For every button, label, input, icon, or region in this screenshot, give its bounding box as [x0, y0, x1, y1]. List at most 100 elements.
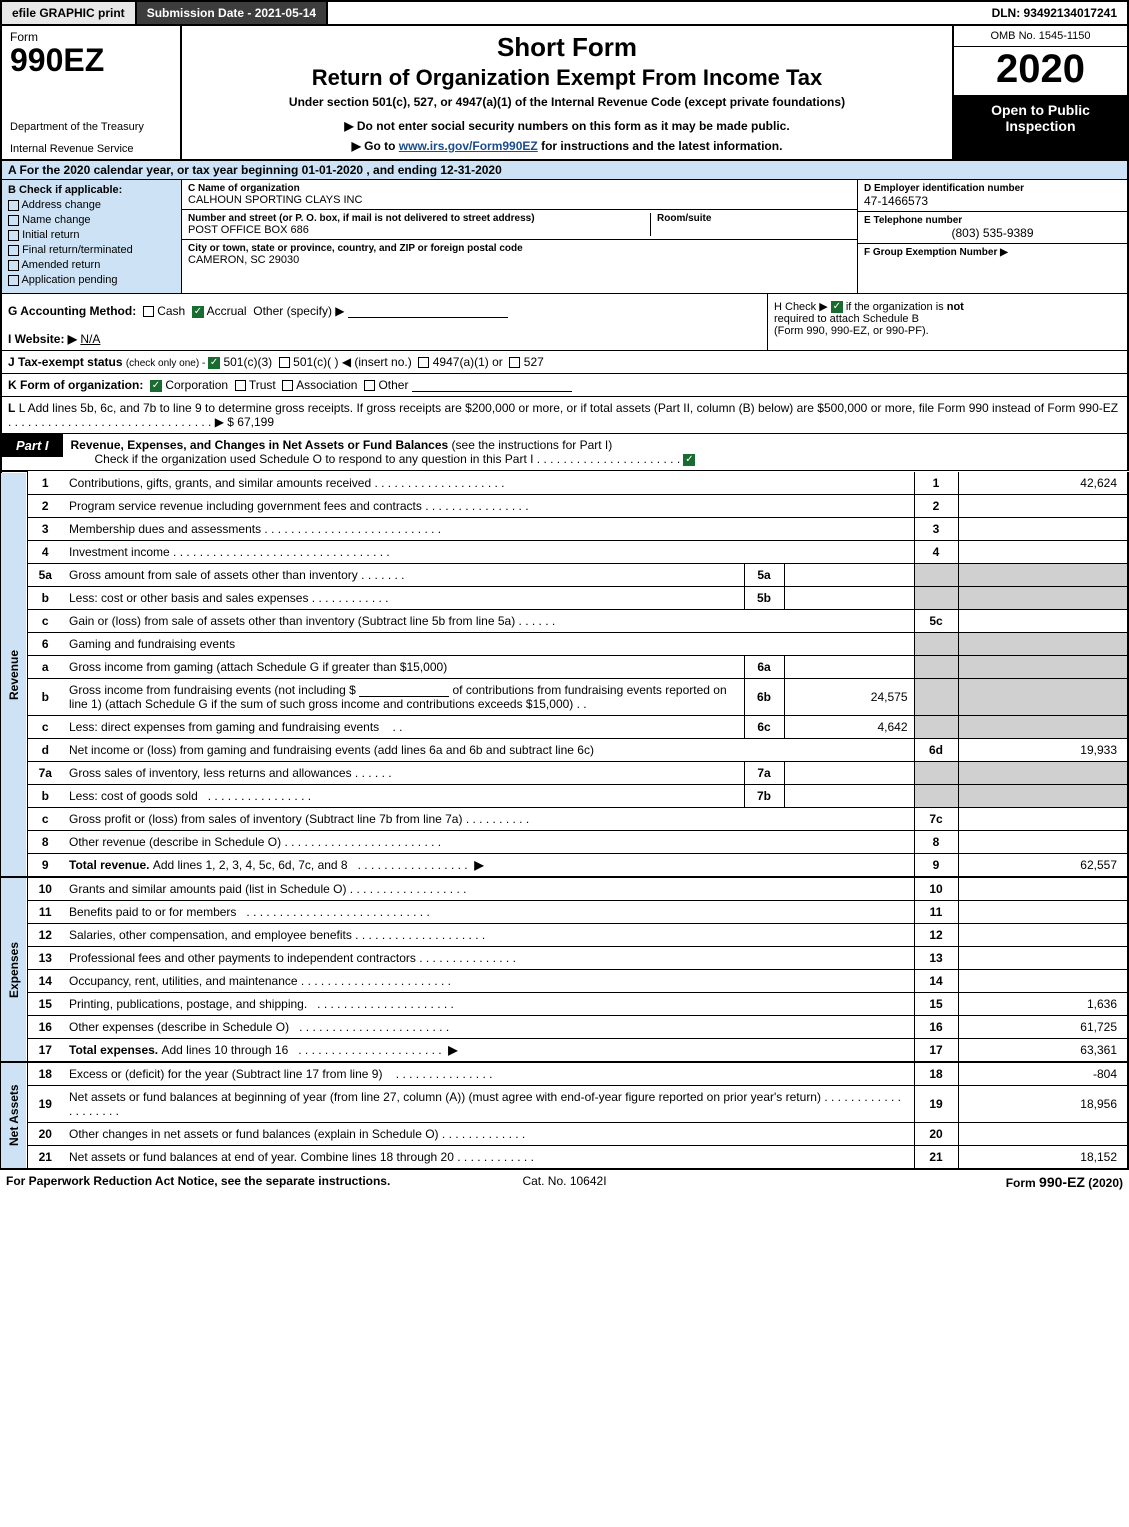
city-label: City or town, state or province, country…: [188, 243, 851, 254]
phone-value: (803) 535-9389: [864, 226, 1121, 240]
chk-501c3[interactable]: ✓: [208, 357, 220, 369]
line-10: Expenses 10 Grants and similar amounts p…: [1, 877, 1128, 901]
section-def: D Employer identification number 47-1466…: [857, 180, 1127, 293]
top-bar: efile GRAPHIC print Submission Date - 20…: [0, 0, 1129, 26]
chk-final-return[interactable]: Final return/terminated: [8, 244, 175, 256]
line-6: 6 Gaming and fundraising events: [1, 632, 1128, 655]
line-5c-amt: [958, 609, 1128, 632]
chk-address-change[interactable]: Address change: [8, 199, 175, 211]
line-5a-amt: [784, 563, 914, 586]
net-assets-side-label: Net Assets: [1, 1062, 27, 1169]
line-19: 19 Net assets or fund balances at beginn…: [1, 1085, 1128, 1122]
chk-initial-return[interactable]: Initial return: [8, 229, 175, 241]
section-g: G Accounting Method: Cash ✓ Accrual Othe…: [2, 294, 767, 350]
line-20: 20 Other changes in net assets or fund b…: [1, 1122, 1128, 1145]
part-1-sub: Check if the organization used Schedule …: [71, 452, 1119, 466]
line-13-amt: [958, 946, 1128, 969]
short-form-title: Short Form: [192, 32, 942, 63]
line-9: 9 Total revenue. Add lines 1, 2, 3, 4, 5…: [1, 853, 1128, 877]
line-12: 12 Salaries, other compensation, and emp…: [1, 923, 1128, 946]
section-h: H Check ▶ ✓ if the organization is not r…: [767, 294, 1127, 350]
part-1-title: Revenue, Expenses, and Changes in Net As…: [71, 438, 452, 452]
accounting-label: G Accounting Method:: [8, 304, 136, 318]
chk-amended-return[interactable]: Amended return: [8, 259, 175, 271]
section-gh: G Accounting Method: Cash ✓ Accrual Othe…: [0, 293, 1129, 351]
line-18: Net Assets 18 Excess or (deficit) for th…: [1, 1062, 1128, 1086]
group-exemption-label: F Group Exemption Number ▶: [864, 247, 1121, 258]
city: CAMERON, SC 29030: [188, 254, 851, 266]
section-j: J Tax-exempt status (check only one) - ✓…: [0, 351, 1129, 374]
chk-trust[interactable]: [235, 380, 246, 391]
line-6c-amt: 4,642: [784, 715, 914, 738]
chk-cash[interactable]: [143, 306, 154, 317]
line-5b-amt: [784, 586, 914, 609]
goto-line: ▶ Go to www.irs.gov/Form990EZ for instru…: [192, 139, 942, 153]
line-6b: b Gross income from fundraising events (…: [1, 678, 1128, 715]
line-6b-amt: 24,575: [784, 678, 914, 715]
line-14: 14 Occupancy, rent, utilities, and maint…: [1, 969, 1128, 992]
chk-association[interactable]: [282, 380, 293, 391]
line-11-amt: [958, 900, 1128, 923]
chk-application-pending[interactable]: Application pending: [8, 274, 175, 286]
chk-corporation[interactable]: ✓: [150, 380, 162, 392]
line-19-amt: 18,956: [958, 1085, 1128, 1122]
line-6d: d Net income or (loss) from gaming and f…: [1, 738, 1128, 761]
gross-receipts-amount: 67,199: [237, 415, 274, 429]
submission-date: Submission Date - 2021-05-14: [137, 2, 328, 24]
cat-no: Cat. No. 10642I: [522, 1174, 606, 1190]
line-7c-amt: [958, 807, 1128, 830]
phone-label: E Telephone number: [864, 215, 1121, 226]
ein-value: 47-1466573: [864, 194, 1121, 208]
line-7a-amt: [784, 761, 914, 784]
paperwork-notice: For Paperwork Reduction Act Notice, see …: [6, 1174, 522, 1190]
line-21: 21 Net assets or fund balances at end of…: [1, 1145, 1128, 1169]
return-title: Return of Organization Exempt From Incom…: [192, 65, 942, 91]
footer: For Paperwork Reduction Act Notice, see …: [0, 1170, 1129, 1194]
room-label: Room/suite: [657, 213, 711, 224]
website-label: I Website: ▶: [8, 332, 77, 346]
department: Department of the Treasury: [10, 121, 172, 133]
line-21-amt: 18,152: [958, 1145, 1128, 1169]
chk-501c[interactable]: [279, 357, 290, 368]
chk-accrual[interactable]: ✓: [192, 306, 204, 318]
line-13: 13 Professional fees and other payments …: [1, 946, 1128, 969]
line-17-amt: 63,361: [958, 1038, 1128, 1062]
goto-pre: ▶ Go to: [352, 139, 399, 153]
line-6b-contrib-input[interactable]: [359, 683, 449, 697]
org-name: CALHOUN SPORTING CLAYS INC: [188, 194, 851, 206]
header-left: Form 990EZ Department of the Treasury In…: [2, 26, 182, 159]
line-5b: b Less: cost or other basis and sales ex…: [1, 586, 1128, 609]
line-8-amt: [958, 830, 1128, 853]
irs-link[interactable]: www.irs.gov/Form990EZ: [399, 139, 538, 153]
line-6d-amt: 19,933: [958, 738, 1128, 761]
chk-other-org[interactable]: [364, 380, 375, 391]
revenue-side-label: Revenue: [1, 472, 27, 877]
line-4: 4 Investment income . . . . . . . . . . …: [1, 540, 1128, 563]
chk-527[interactable]: [509, 357, 520, 368]
line-16: 16 Other expenses (describe in Schedule …: [1, 1015, 1128, 1038]
line-7b-amt: [784, 784, 914, 807]
line-18-amt: -804: [958, 1062, 1128, 1086]
chk-schedule-o-used[interactable]: ✓: [683, 454, 695, 466]
line-16-amt: 61,725: [958, 1015, 1128, 1038]
chk-4947[interactable]: [418, 357, 429, 368]
part-1-instr: (see the instructions for Part I): [452, 438, 613, 452]
line-15: 15 Printing, publications, postage, and …: [1, 992, 1128, 1015]
other-specify-input[interactable]: [348, 304, 508, 318]
line-7a: 7a Gross sales of inventory, less return…: [1, 761, 1128, 784]
dln: DLN: 93492134017241: [982, 2, 1127, 24]
line-5c: c Gain or (loss) from sale of assets oth…: [1, 609, 1128, 632]
other-org-input[interactable]: [412, 378, 572, 392]
chk-schedule-b-not-required[interactable]: ✓: [831, 301, 843, 313]
efile-print-button[interactable]: efile GRAPHIC print: [2, 2, 137, 24]
line-5a: 5a Gross amount from sale of assets othe…: [1, 563, 1128, 586]
chk-name-change[interactable]: Name change: [8, 214, 175, 226]
line-17: 17 Total expenses. Add lines 10 through …: [1, 1038, 1128, 1062]
line-10-amt: [958, 877, 1128, 901]
goto-post: for instructions and the latest informat…: [538, 139, 783, 153]
line-8: 8 Other revenue (describe in Schedule O)…: [1, 830, 1128, 853]
line-12-amt: [958, 923, 1128, 946]
line-3-amt: [958, 517, 1128, 540]
line-14-amt: [958, 969, 1128, 992]
line-1-amt: 42,624: [958, 472, 1128, 495]
